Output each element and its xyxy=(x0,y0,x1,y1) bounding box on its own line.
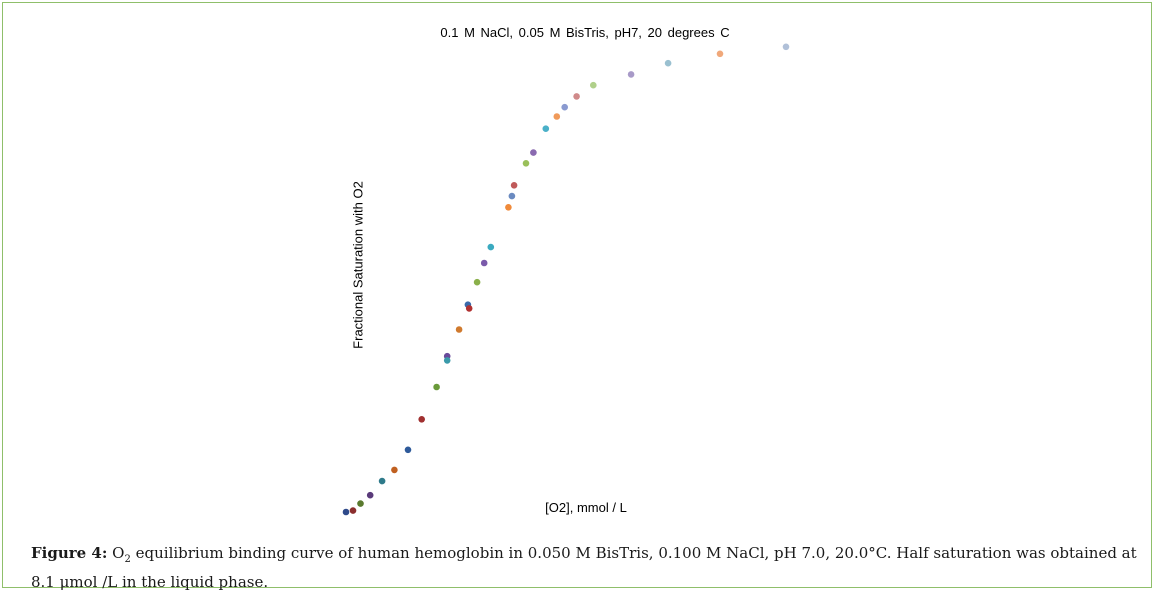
data-point-30 xyxy=(716,50,724,58)
data-point-29 xyxy=(664,59,672,67)
data-point-28 xyxy=(627,71,635,78)
data-point-17 xyxy=(487,243,495,251)
figure-caption: Figure 4: O2 equilibrium binding curve o… xyxy=(31,542,1151,593)
data-point-9 xyxy=(433,383,440,391)
data-point-26 xyxy=(573,93,580,100)
chart-title: 0.1 M NaCl, 0.05 M BisTris, pH7, 20 degr… xyxy=(440,25,730,40)
data-point-3 xyxy=(357,500,364,507)
data-point-14 xyxy=(465,305,473,312)
data-point-5 xyxy=(378,477,386,485)
caption-o-subscript: 2 xyxy=(124,554,131,565)
data-point-8 xyxy=(418,416,426,423)
data-point-22 xyxy=(530,149,537,156)
data-point-2 xyxy=(349,507,357,514)
caption-o: O xyxy=(112,544,125,562)
data-point-11 xyxy=(443,357,451,364)
data-point-25 xyxy=(561,103,568,111)
data-point-23 xyxy=(542,125,550,132)
data-point-12 xyxy=(455,326,463,333)
data-point-19 xyxy=(508,192,516,200)
data-point-6 xyxy=(391,466,398,474)
data-point-21 xyxy=(522,160,530,167)
data-point-7 xyxy=(404,446,412,454)
caption-label: Figure 4: xyxy=(31,544,108,562)
data-point-1 xyxy=(342,508,350,516)
data-point-16 xyxy=(480,259,488,267)
x-axis-label: [O2], mmol / L xyxy=(545,500,627,515)
scatter-plot xyxy=(342,43,790,516)
data-point-31 xyxy=(782,43,790,51)
data-point-15 xyxy=(473,278,481,286)
data-point-20 xyxy=(510,182,518,189)
data-point-18 xyxy=(505,204,512,211)
data-point-24 xyxy=(553,113,561,120)
caption-text: equilibrium binding curve of human hemog… xyxy=(31,544,1137,591)
data-point-4 xyxy=(366,491,374,499)
data-point-27 xyxy=(590,81,597,89)
